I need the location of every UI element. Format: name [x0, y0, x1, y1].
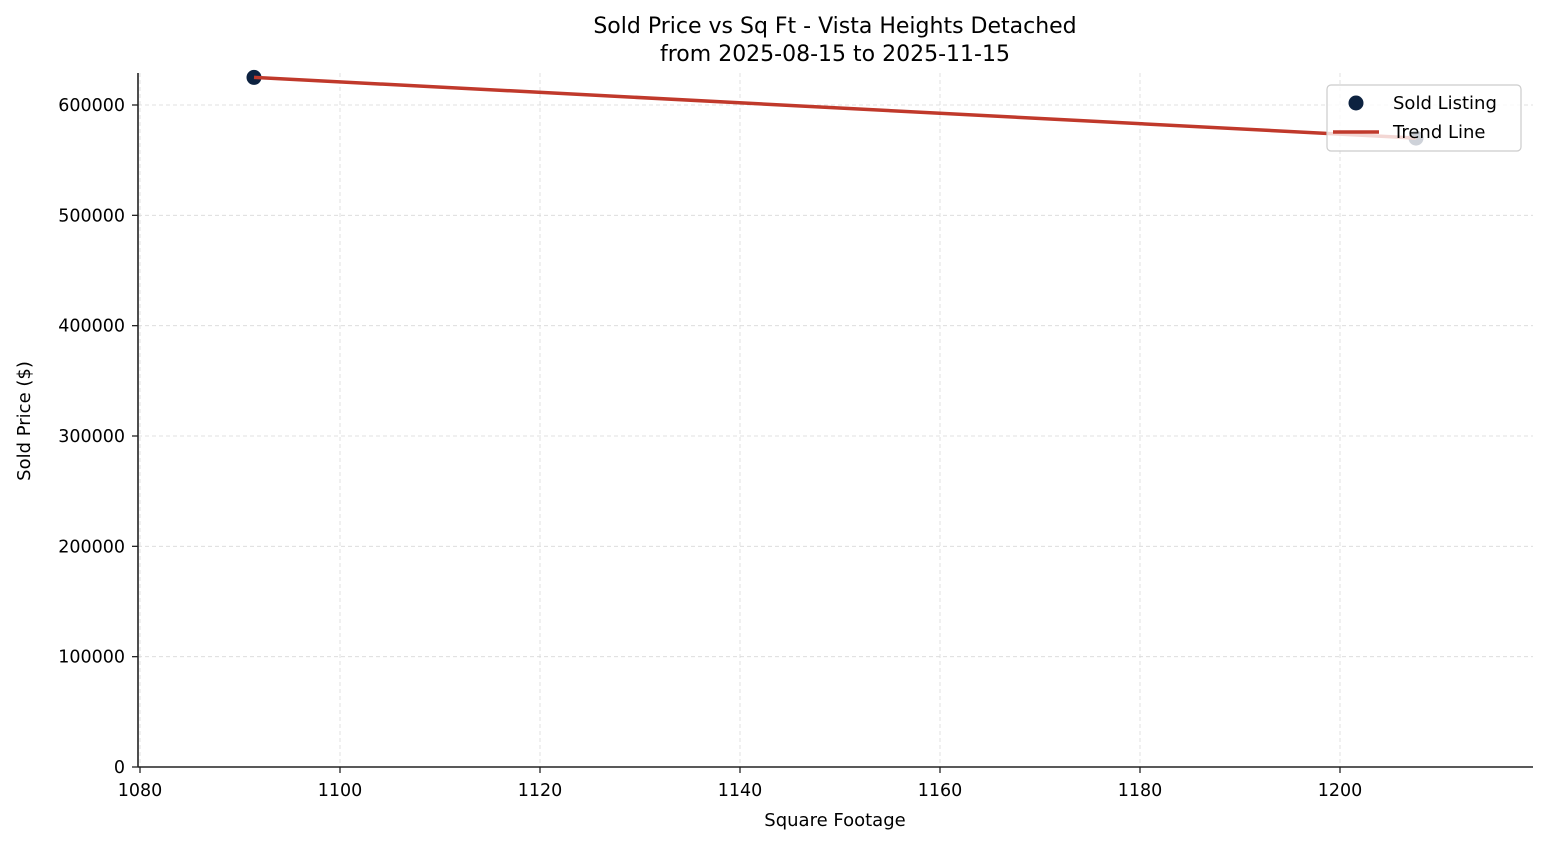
- y-axis-ticks: 0 100000 200000 300000 400000 500000 600000: [58, 96, 138, 778]
- legend-scatter-marker-icon: [1348, 95, 1364, 111]
- grid-lines: [138, 73, 1533, 768]
- y-axis-label: Sold Price ($): [14, 361, 35, 481]
- x-tick-label: 1160: [918, 781, 963, 801]
- x-tick-label: 1180: [1118, 781, 1163, 801]
- chart-title: Sold Price vs Sq Ft - Vista Heights Deta…: [593, 14, 1076, 39]
- x-tick-label: 1080: [118, 781, 163, 801]
- x-tick-label: 1120: [518, 781, 563, 801]
- x-axis-ticks: 1080 1100 1120 1140 1160 1180 1200: [118, 767, 1363, 801]
- legend: Sold Listing Trend Line: [1326, 84, 1522, 152]
- y-tick-label: 500000: [58, 206, 125, 226]
- x-axis-label: Square Footage: [764, 810, 905, 831]
- y-tick-label: 600000: [58, 96, 125, 116]
- axes: [137, 73, 1533, 768]
- y-tick-label: 400000: [58, 317, 125, 337]
- y-tick-label: 100000: [58, 648, 125, 668]
- plot-area: [246, 69, 1424, 146]
- x-tick-label: 1200: [1318, 781, 1363, 801]
- trend-line: [253, 75, 1417, 140]
- chart-subtitle: from 2025-08-15 to 2025-11-15: [660, 42, 1010, 67]
- x-tick-label: 1140: [718, 781, 763, 801]
- y-tick-label: 300000: [58, 427, 125, 447]
- x-tick-label: 1100: [318, 781, 363, 801]
- legend-label-trend-line: Trend Line: [1392, 122, 1486, 143]
- y-tick-label: 200000: [58, 537, 125, 557]
- legend-box: [1326, 84, 1522, 152]
- legend-label-sold-listing: Sold Listing: [1393, 93, 1497, 114]
- y-tick-label: 0: [114, 758, 125, 778]
